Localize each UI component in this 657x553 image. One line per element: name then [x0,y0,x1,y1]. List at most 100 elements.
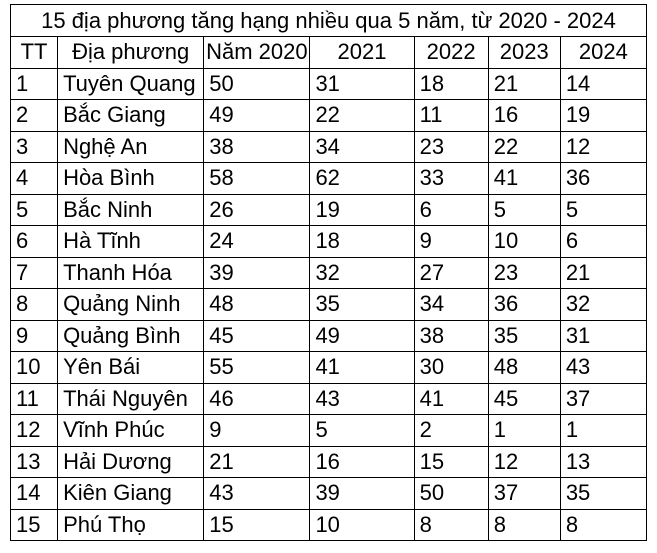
cell-tt: 3 [9,130,59,163]
cell-2020: 46 [203,382,311,415]
cell-2022: 38 [413,319,489,352]
cell-2022: 2 [413,414,489,447]
cell-tt: 14 [9,477,59,510]
cell-2023: 36 [487,288,561,321]
cell-2023: 35 [487,319,561,352]
cell-2024: 37 [559,382,648,415]
cell-locality: Phú Thọ [57,508,205,541]
cell-tt: 4 [9,162,59,195]
cell-2024: 21 [559,256,648,289]
table-row: 14 Kiên Giang 43 39 50 37 35 [9,477,648,510]
cell-2020: 39 [203,256,311,289]
cell-2022: 34 [413,288,489,321]
cell-2024: 32 [559,288,648,321]
cell-2020: 49 [203,99,311,132]
cell-locality: Hải Dương [57,445,205,478]
cell-2024: 8 [559,508,648,541]
cell-tt: 13 [9,445,59,478]
cell-tt: 7 [9,256,59,289]
header-year-2020: Năm 2020 [203,36,311,69]
cell-tt: 10 [9,351,59,384]
cell-locality: Bắc Giang [57,99,205,132]
table-row: 2 Bắc Giang 49 22 11 16 19 [9,99,648,132]
cell-2021: 5 [309,414,415,447]
ranking-table-container: 15 địa phương tăng hạng nhiều qua 5 năm,… [9,4,648,541]
cell-locality: Quảng Ninh [57,288,205,321]
cell-2021: 41 [309,351,415,384]
cell-2022: 30 [413,351,489,384]
cell-2024: 12 [559,130,648,163]
header-row: TT Địa phương Năm 2020 2021 2022 2023 20… [9,36,648,69]
cell-2024: 5 [559,193,648,226]
cell-2021: 16 [309,445,415,478]
cell-2024: 1 [559,414,648,447]
title-row: 15 địa phương tăng hạng nhiều qua 5 năm,… [10,4,647,37]
cell-2024: 14 [559,67,648,100]
header-locality: Địa phương [57,36,205,69]
cell-locality: Hòa Bình [57,162,205,195]
cell-2021: 43 [309,382,415,415]
cell-2023: 5 [487,193,561,226]
cell-tt: 12 [9,414,59,447]
cell-2020: 15 [203,508,311,541]
cell-2020: 26 [203,193,311,226]
cell-2021: 39 [309,477,415,510]
cell-locality: Tuyên Quang [57,67,205,100]
cell-locality: Vĩnh Phúc [57,414,205,447]
cell-2023: 37 [487,477,561,510]
header-tt: TT [9,36,59,69]
header-year-2022: 2022 [413,36,489,69]
cell-2020: 24 [203,225,311,258]
table-row: 1 Tuyên Quang 50 31 18 21 14 [9,67,648,100]
cell-locality: Quảng Bình [57,319,205,352]
cell-tt: 6 [9,225,59,258]
table-row: 4 Hòa Bình 58 62 33 41 36 [9,162,648,195]
header-year-2024: 2024 [559,36,648,69]
cell-2022: 15 [413,445,489,478]
cell-2022: 8 [413,508,489,541]
table-row: 15 Phú Thọ 15 10 8 8 8 [9,508,648,541]
cell-tt: 5 [9,193,59,226]
cell-2020: 9 [203,414,311,447]
cell-tt: 9 [9,319,59,352]
cell-2023: 48 [487,351,561,384]
cell-2023: 41 [487,162,561,195]
cell-2023: 23 [487,256,561,289]
cell-2023: 8 [487,508,561,541]
ranking-table: 15 địa phương tăng hạng nhiều qua 5 năm,… [9,4,648,541]
cell-2021: 32 [309,256,415,289]
cell-2024: 31 [559,319,648,352]
cell-2021: 62 [309,162,415,195]
cell-2020: 43 [203,477,311,510]
cell-2020: 48 [203,288,311,321]
cell-2024: 19 [559,99,648,132]
cell-2023: 22 [487,130,561,163]
table-row: 3 Nghệ An 38 34 23 22 12 [9,130,648,163]
table-row: 5 Bắc Ninh 26 19 6 5 5 [9,193,648,226]
cell-2023: 1 [487,414,561,447]
cell-tt: 2 [9,99,59,132]
cell-locality: Bắc Ninh [57,193,205,226]
cell-locality: Kiên Giang [57,477,205,510]
cell-tt: 11 [9,382,59,415]
cell-locality: Hà Tĩnh [57,225,205,258]
table-body: 1 Tuyên Quang 50 31 18 21 14 2 Bắc Giang 49 22 11 16… [9,67,648,541]
cell-2021: 49 [309,319,415,352]
cell-2021: 18 [309,225,415,258]
cell-2020: 38 [203,130,311,163]
cell-2020: 55 [203,351,311,384]
cell-2024: 43 [559,351,648,384]
table-row: 6 Hà Tĩnh 24 18 9 10 6 [9,225,648,258]
cell-2020: 21 [203,445,311,478]
cell-2021: 19 [309,193,415,226]
cell-tt: 8 [9,288,59,321]
cell-tt: 15 [9,508,59,541]
cell-2023: 16 [487,99,561,132]
cell-2022: 23 [413,130,489,163]
cell-2020: 50 [203,67,311,100]
cell-2023: 45 [487,382,561,415]
cell-locality: Thanh Hóa [57,256,205,289]
table-title: 15 địa phương tăng hạng nhiều qua 5 năm,… [10,4,647,37]
cell-locality: Yên Bái [57,351,205,384]
table-row: 13 Hải Dương 21 16 15 12 13 [9,445,648,478]
